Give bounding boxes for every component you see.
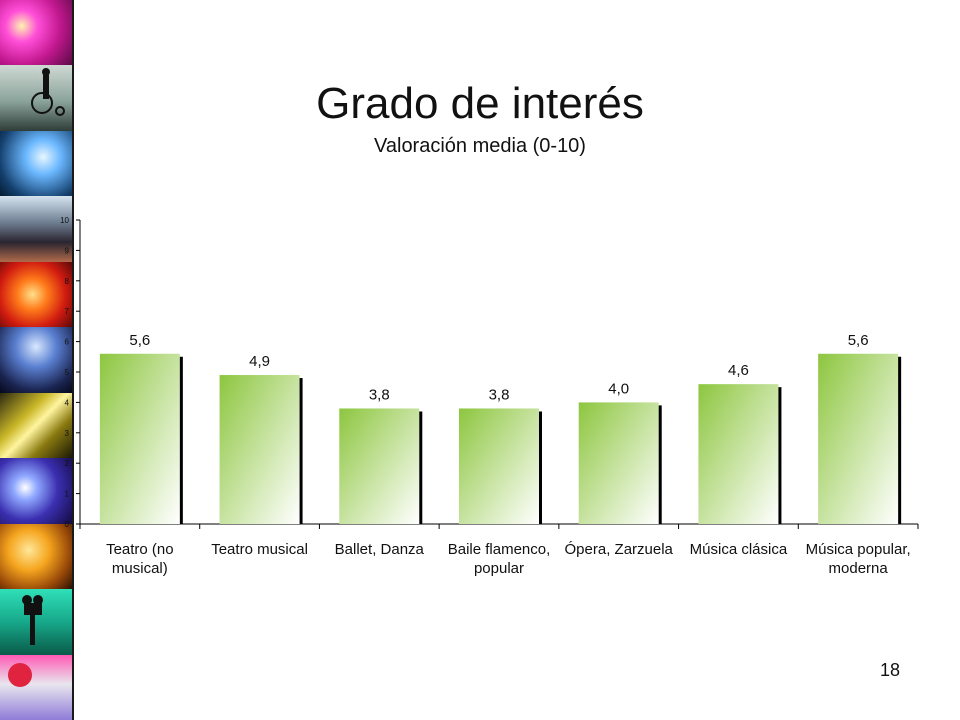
x-category-label-line: Música popular, <box>806 541 911 558</box>
photo-tile-saxophone <box>0 392 72 459</box>
photo-tile-blue-concert <box>0 130 72 197</box>
bar-value-label: 3,8 <box>369 386 390 403</box>
x-category-label-line: Teatro (no <box>106 541 174 558</box>
x-category-label: Baile flamenco, popular <box>448 541 551 577</box>
x-category-label: Música clásica <box>690 541 788 558</box>
chart-subtitle: Valoración media (0-10) <box>374 135 586 157</box>
y-tick-label: 9 <box>65 246 70 255</box>
x-category-label-line: Música clásica <box>690 541 788 558</box>
photo-tile-film-camera <box>0 589 72 655</box>
x-category-label-line: Teatro musical <box>211 541 308 558</box>
photo-tile-band-silhouette <box>0 327 72 393</box>
photo-tile-red-stage <box>0 261 72 328</box>
x-category-label: Ópera, Zarzuela <box>565 541 674 558</box>
x-category-label: Teatro musical <box>211 541 308 558</box>
photo-tile-guitarist <box>0 523 72 590</box>
x-category-label-line: Baile flamenco, <box>448 541 551 558</box>
chart-title: Grado de interés <box>316 79 644 128</box>
decorative-photo-strip <box>0 0 72 720</box>
x-category-label-line: musical) <box>112 560 168 577</box>
y-tick-label: 1 <box>65 490 70 499</box>
bar <box>818 353 899 524</box>
bar-value-label: 5,6 <box>848 332 869 349</box>
photo-tile-magenta-stage <box>0 0 72 66</box>
y-tick-label: 0 <box>65 520 70 529</box>
strip-divider <box>72 0 74 720</box>
y-tick-label: 7 <box>65 307 70 316</box>
bar <box>99 353 180 524</box>
bar <box>339 408 420 524</box>
bar <box>698 384 779 524</box>
photo-tile-dancer <box>0 654 72 720</box>
bar <box>459 408 539 524</box>
y-tick-label: 3 <box>65 429 70 438</box>
y-tick-label: 8 <box>65 277 70 286</box>
x-category-label: Teatro (no musical) <box>106 541 174 577</box>
bar <box>219 375 300 524</box>
x-category-label: Ballet, Danza <box>335 541 425 558</box>
bar-value-label: 3,8 <box>489 386 510 403</box>
bar-value-label: 5,6 <box>129 332 150 349</box>
bar-value-label: 4,0 <box>608 380 629 397</box>
photo-tile-blue-lights <box>0 458 72 524</box>
bar-value-label: 4,6 <box>728 362 749 379</box>
x-category-label-line: moderna <box>829 560 889 577</box>
bar-value-label: 4,9 <box>249 353 270 370</box>
y-tick-label: 4 <box>65 398 70 407</box>
photo-tile-crowd <box>0 196 72 262</box>
bar <box>578 402 659 524</box>
y-tick-label: 5 <box>65 368 70 377</box>
x-category-label-line: Ballet, Danza <box>335 541 425 558</box>
x-category-label-line: popular <box>474 560 524 577</box>
y-tick-label: 10 <box>60 216 69 225</box>
x-category-label-line: Ópera, Zarzuela <box>565 541 674 558</box>
y-tick-label: 2 <box>65 459 70 468</box>
photo-tile-cyclist <box>0 65 72 131</box>
x-category-label: Música popular, moderna <box>806 541 911 577</box>
page-number: 18 <box>879 660 900 680</box>
y-tick-label: 6 <box>65 338 70 347</box>
